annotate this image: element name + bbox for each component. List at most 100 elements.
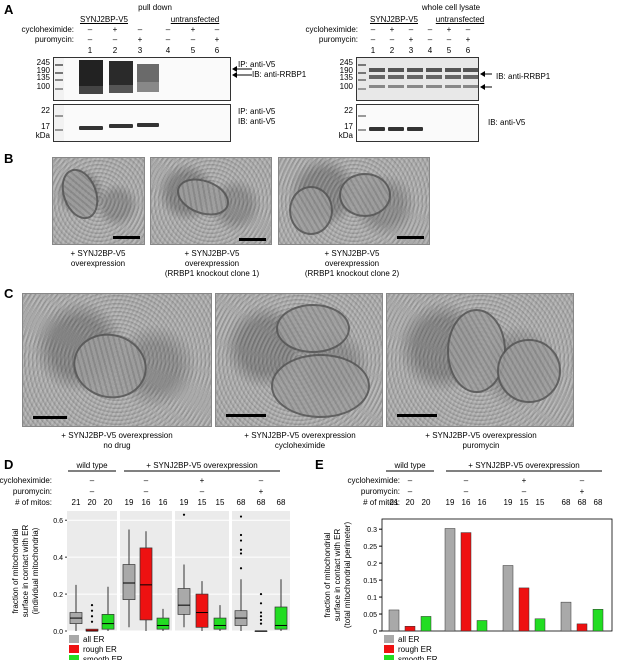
box-outlier xyxy=(259,602,263,605)
pulldown-ann-ip-2: IP: anti-V5 xyxy=(238,107,276,116)
puromycin-value: – xyxy=(408,487,413,496)
scale-bar-b3 xyxy=(397,236,424,239)
mitochondrion-b3b xyxy=(339,173,391,217)
pulldown-mw-label: 135 xyxy=(36,73,50,82)
scale-bar-b2 xyxy=(239,238,266,241)
wcl-rrbp1-bands xyxy=(357,58,478,100)
mito-count-value: 20 xyxy=(104,498,113,507)
box-smooth-er xyxy=(213,617,227,630)
pulldown-cycloheximide-value: – xyxy=(87,25,93,34)
bar-rough-er xyxy=(518,587,530,632)
panel-c-caption-line: cycloheximide xyxy=(274,441,326,450)
legend-label: all ER xyxy=(398,635,420,644)
pulldown-puromycin-value: – xyxy=(87,35,93,44)
pulldown-puromycin-value: + xyxy=(137,35,143,44)
em-image-b2 xyxy=(150,157,272,245)
legend-label: smooth ER xyxy=(83,655,123,660)
wcl-lane-number: 2 xyxy=(389,46,395,55)
legend-swatch xyxy=(69,635,79,643)
mito-count-value: 19 xyxy=(180,498,189,507)
mito-count-label: # of mitos: xyxy=(15,498,52,507)
bar-rough-er xyxy=(460,532,472,632)
y-tick-label: 0.1 xyxy=(367,595,377,602)
panel-c-caption-line: no drug xyxy=(103,441,131,450)
em-image-c1 xyxy=(22,293,212,427)
box-outlier xyxy=(259,618,263,622)
y-tick-label: 0.4 xyxy=(53,555,63,562)
pulldown-ann-ib-rrbp1: IB: anti-RRBP1 xyxy=(252,70,307,79)
wcl-v5-bands xyxy=(358,115,423,131)
puromycin-value: – xyxy=(200,487,205,496)
y-axis-title-line: surface in contact with ER xyxy=(333,529,342,622)
wcl-puromycin-value: – xyxy=(389,35,395,44)
cycloheximide-label: cycloheximide: xyxy=(0,476,52,485)
scale-bar-c2 xyxy=(226,414,266,417)
wcl-cycloheximide-value: + xyxy=(446,25,452,34)
box-outlier xyxy=(259,622,263,625)
wcl-puromycin-value: + xyxy=(408,35,414,44)
mitochondrion-c2b xyxy=(271,354,370,418)
box-all-er xyxy=(177,588,191,615)
wcl-mw-label: 190 xyxy=(339,66,353,75)
pulldown-title: pull down xyxy=(138,3,172,12)
bar-smooth-er xyxy=(534,618,546,632)
wcl-lane-number: 6 xyxy=(465,46,471,55)
panel-b-caption-line: overexpression xyxy=(70,259,126,268)
box-outlier xyxy=(239,567,243,570)
pulldown-v5-bands xyxy=(54,105,159,141)
pulldown-ann-ib-v5: IB: anti-V5 xyxy=(238,117,276,126)
em-image-b1 xyxy=(52,157,145,245)
pulldown-lane-number: 6 xyxy=(214,46,220,55)
em-image-b3 xyxy=(278,157,430,245)
puromycin-value: + xyxy=(580,487,585,496)
em-image-c2 xyxy=(215,293,383,427)
pulldown-mw-label: 100 xyxy=(36,82,50,91)
box-smooth-er xyxy=(156,617,170,630)
wcl-puromycin-label: puromycin: xyxy=(318,35,358,44)
box-outlier xyxy=(182,513,186,516)
bar-all-er xyxy=(444,528,456,632)
box-outlier xyxy=(239,539,243,542)
legend-swatch xyxy=(384,655,394,660)
cycloheximide-value: – xyxy=(408,476,413,485)
y-tick-label: 0.25 xyxy=(363,544,377,551)
mito-count-value: 68 xyxy=(578,498,587,507)
wcl-mw-label: 22 xyxy=(344,106,353,115)
y-tick-label: 0 xyxy=(373,629,377,636)
pulldown-kda-label: kDa xyxy=(35,131,50,140)
mito-count-value: 68 xyxy=(562,498,571,507)
panel-b-caption-line: (RRBP1 knockout clone 2) xyxy=(304,269,400,278)
pulldown-cycloheximide-value: + xyxy=(190,25,196,34)
panel-e-barchart: wild type + SYNJ2BP-V5 overexpression cycl… xyxy=(323,461,613,660)
panel-c-caption-line: + SYNJ2BP-V5 overexpression xyxy=(244,431,356,440)
legend-label: rough ER xyxy=(83,645,117,654)
pulldown-puromycin-value: – xyxy=(112,35,118,44)
pulldown-v5-blot xyxy=(53,104,231,142)
legend-swatch xyxy=(69,645,79,653)
mitochondrion-b2 xyxy=(171,171,235,223)
box-outlier xyxy=(259,611,263,614)
cycloheximide-value: + xyxy=(522,476,527,485)
group-label-wild-type: wild type xyxy=(75,461,108,470)
panel-c-caption-line: + SYNJ2BP-V5 overexpression xyxy=(425,431,537,440)
wcl-rrbp1-blot xyxy=(356,57,479,101)
pulldown-mw-label: 22 xyxy=(41,106,50,115)
wcl-v5-blot xyxy=(356,104,479,142)
pulldown-cycloheximide-value: + xyxy=(112,25,118,34)
cycloheximide-value: – xyxy=(144,476,149,485)
pulldown-lane-number: 5 xyxy=(190,46,196,55)
pulldown-puromycin-label: puromycin: xyxy=(34,35,74,44)
y-tick-label: 0.3 xyxy=(367,527,377,534)
panel-label-d: D xyxy=(4,457,14,472)
mito-count-value: 68 xyxy=(277,498,286,507)
mito-count-value: 20 xyxy=(88,498,97,507)
legend-swatch xyxy=(69,655,79,660)
wcl-lane-number: 4 xyxy=(427,46,433,55)
box-rough-er xyxy=(139,547,153,621)
mito-count-value: 16 xyxy=(159,498,168,507)
pulldown-rrbp1-blot xyxy=(53,57,231,101)
y-axis-title-line: (total mitochondrial perimeter) xyxy=(343,522,352,629)
panel-c-caption-line: puromycin xyxy=(462,441,500,450)
y-axis-title: fraction of mitochondrial surface in cont… xyxy=(11,525,40,618)
panel-d-boxplot: wild type + SYNJ2BP-V5 overexpression cycl… xyxy=(0,461,290,660)
